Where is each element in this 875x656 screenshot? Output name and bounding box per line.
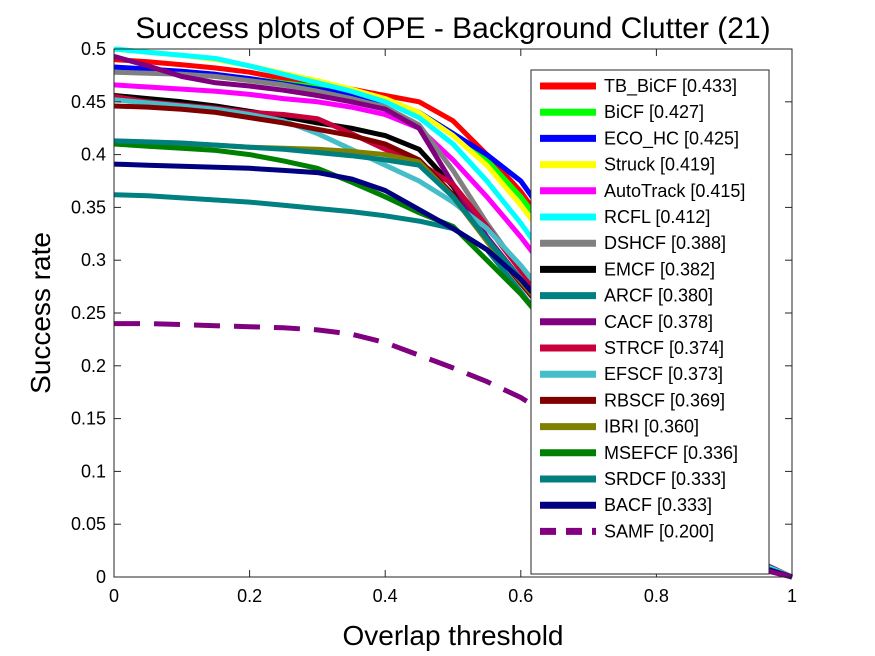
x-axis-label: Overlap threshold [342,620,563,651]
legend-label-7: DSHCF [0.388] [604,233,726,253]
x-tick-label: 1 [787,586,797,606]
legend-label-1: TB_BiCF [0.433] [604,76,737,97]
legend-label-6: RCFL [0.412] [604,207,710,227]
x-tick-label: 0 [109,586,119,606]
legend-label-5: AutoTrack [0.415] [604,181,745,201]
x-tick-label: 0.2 [237,586,262,606]
y-tick-label: 0.5 [81,39,106,59]
y-tick-label: 0.05 [71,514,106,534]
y-tick-label: 0.15 [71,409,106,429]
y-tick-label: 0.25 [71,303,106,323]
legend-label-18: SAMF [0.200] [604,521,714,541]
legend-label-8: EMCF [0.382] [604,259,715,279]
y-tick-label: 0.2 [81,356,106,376]
legend-label-16: SRDCF [0.333] [604,469,726,489]
legend-label-9: ARCF [0.380] [604,286,713,306]
legend-label-4: Struck [0.419] [604,155,715,175]
x-tick-label: 0.6 [508,586,533,606]
legend-label-13: RBSCF [0.369] [604,390,725,410]
y-tick-label: 0.1 [81,461,106,481]
legend-label-2: BiCF [0.427] [604,102,704,122]
y-tick-label: 0.3 [81,250,106,270]
legend-label-11: STRCF [0.374] [604,338,724,358]
tick-layer: 0 0.2 0.4 0.6 0.8 1 0 0.05 0.1 0.15 0.2 0.25 0.3 0.35… [71,39,797,606]
legend-label-15: MSEFCF [0.336] [604,443,738,463]
chart-title: Success plots of OPE - Background Clutte… [135,12,770,45]
legend-label-14: IBRI [0.360] [604,417,699,437]
x-tick-label: 0.4 [373,586,398,606]
legend-label-10: CACF [0.378] [604,312,713,332]
y-tick-label: 0.45 [71,92,106,112]
legend-label-3: ECO_HC [0.425] [604,128,739,149]
y-tick-label: 0.35 [71,197,106,217]
y-axis-label: Success rate [25,232,56,394]
x-tick-label: 0.8 [644,586,669,606]
legend: TB_BiCF [0.433] BiCF [0.427] ECO_HC [0.425… [530,69,770,575]
legend-label-17: BACF [0.333] [604,495,712,515]
legend-label-12: EFSCF [0.373] [604,364,723,384]
y-tick-label: 0.4 [81,145,106,165]
y-tick-label: 0 [96,567,106,587]
